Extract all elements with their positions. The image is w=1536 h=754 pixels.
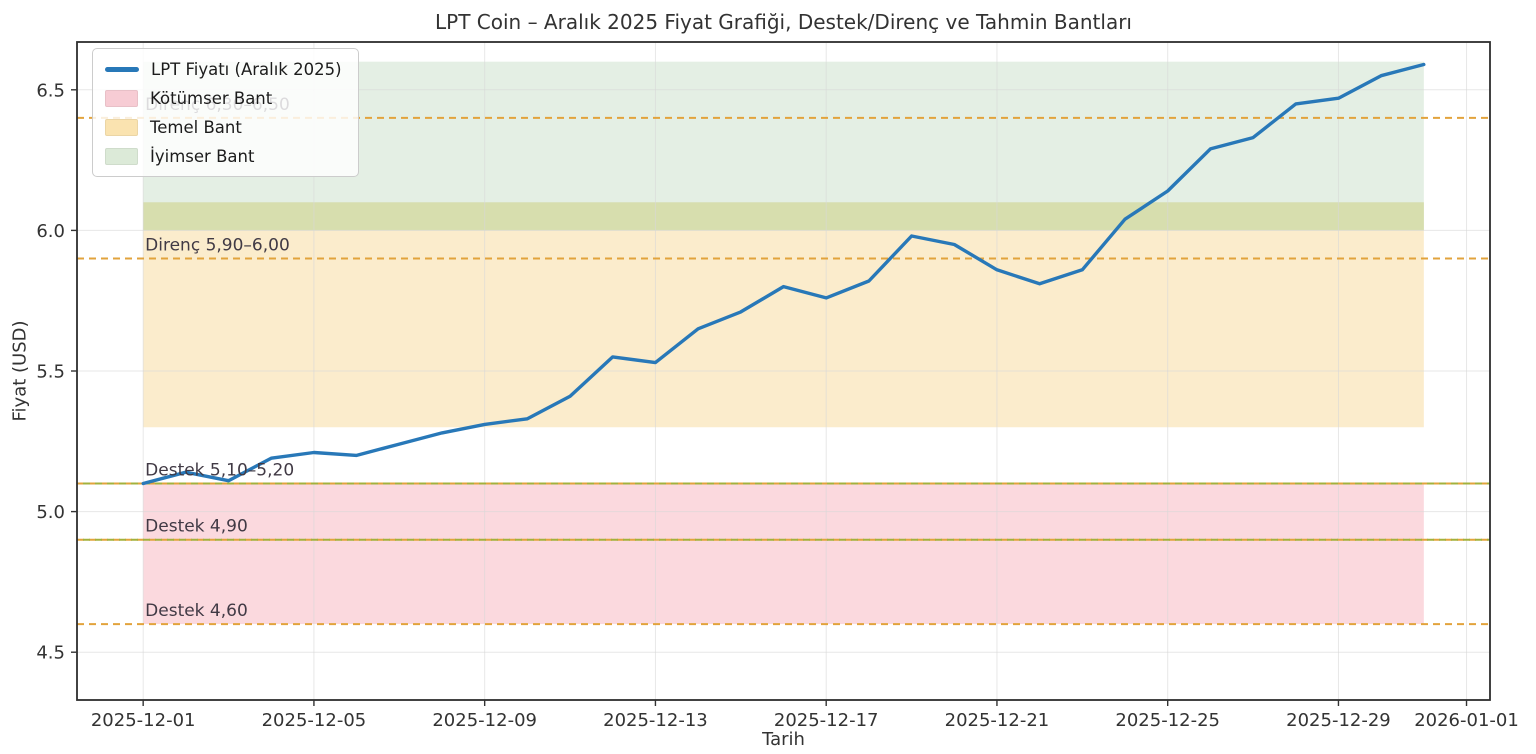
x-tick-label: 2025-12-29: [1286, 710, 1391, 731]
y-tick-label: 5.0: [36, 502, 65, 523]
legend-item: LPT Fiyatı (Aralık 2025): [105, 58, 342, 80]
band-temel: [143, 202, 1424, 428]
x-tick-label: 2025-12-25: [1115, 710, 1220, 731]
chart-title: LPT Coin – Aralık 2025 Fiyat Grafiği, De…: [435, 10, 1132, 34]
legend-item-label: LPT Fiyatı (Aralık 2025): [151, 59, 342, 79]
annotation-destek-4.9: Destek 4,90: [145, 517, 248, 537]
legend-line-swatch: [105, 66, 139, 72]
y-tick-label: 6.0: [36, 221, 65, 242]
x-tick-label: 2025-12-17: [774, 710, 879, 731]
y-tick-label: 6.5: [36, 80, 65, 101]
x-tick-label: 2026-01-01: [1414, 710, 1519, 731]
x-tick-label: 2025-12-05: [262, 710, 367, 731]
legend-patch-swatch: [105, 118, 138, 136]
x-tick-label: 2025-12-13: [603, 710, 708, 731]
legend-item: İyimser Bant: [105, 145, 342, 167]
legend-item-label: Temel Bant: [150, 117, 242, 137]
x-tick-label: 2025-12-01: [91, 710, 196, 731]
band-overlap: [143, 202, 1424, 231]
y-tick-label: 4.5: [36, 643, 65, 664]
legend-item-label: İyimser Bant: [150, 146, 255, 166]
band-kotumser: [143, 483, 1424, 625]
x-tick-label: 2025-12-09: [432, 710, 537, 731]
legend: LPT Fiyatı (Aralık 2025) Kötümser Bant Tem…: [92, 48, 359, 177]
annotation-direnc-5.9: Direnç 5,90–6,00: [145, 236, 290, 256]
x-axis-label: Tarih: [762, 729, 805, 750]
x-tick-label: 2025-12-21: [945, 710, 1050, 731]
price-line: [141, 62, 1426, 486]
annotation-destek-4.6: Destek 4,60: [145, 601, 248, 621]
legend-item-label: Kötümser Bant: [150, 88, 273, 108]
legend-patch-swatch: [105, 89, 138, 107]
legend-item: Temel Bant: [105, 116, 342, 138]
y-tick-label: 5.5: [36, 362, 65, 383]
annotation-destek-5.1: Destek 5,10–5,20: [145, 460, 294, 480]
legend-patch-swatch: [105, 147, 138, 165]
legend-item: Kötümser Bant: [105, 87, 342, 109]
